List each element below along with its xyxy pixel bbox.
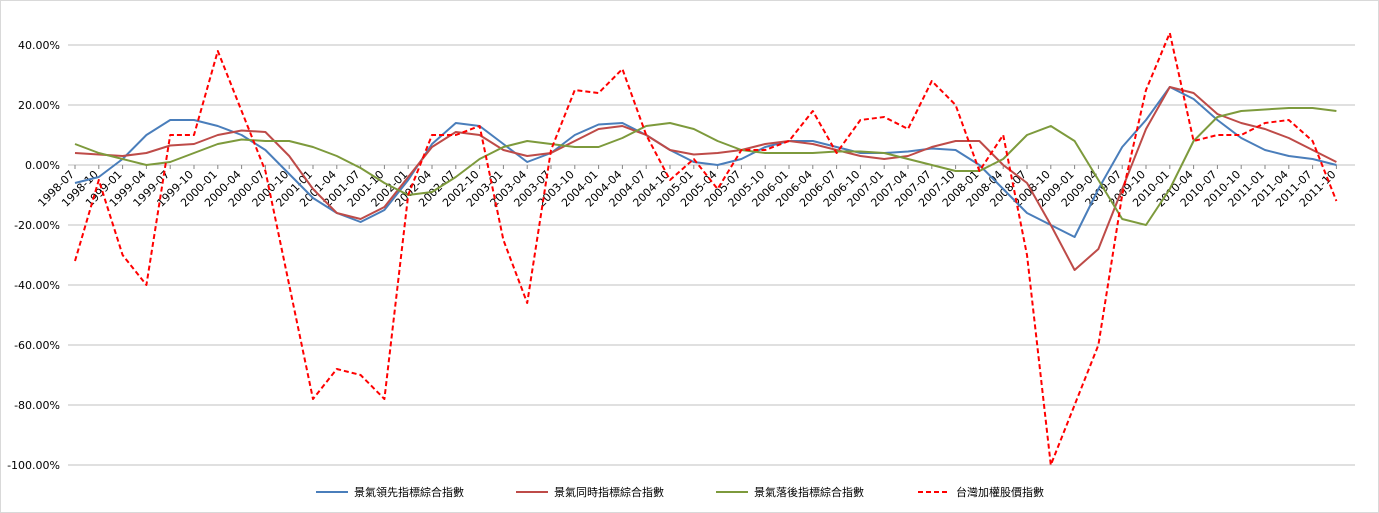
legend-label: 台灣加權股價指數 [956, 485, 1044, 499]
y-tick-label: -60.00% [14, 339, 60, 352]
y-tick-label: 40.00% [18, 39, 60, 52]
y-tick-label: 0.00% [25, 159, 60, 172]
y-tick-label: -40.00% [14, 279, 60, 292]
legend-label: 景氣領先指標綜合指數 [354, 485, 464, 499]
series-line [74, 32, 1338, 466]
series-line [74, 86, 1337, 238]
y-tick-label: -100.00% [7, 459, 60, 472]
legend-label: 景氣同時指標綜合指數 [554, 485, 664, 499]
series-line [74, 107, 1337, 226]
legend-label: 景氣落後指標綜合指數 [754, 485, 864, 499]
series-line [74, 86, 1337, 271]
y-tick-label: -20.00% [14, 219, 60, 232]
y-tick-label: -80.00% [14, 399, 60, 412]
y-tick-label: 20.00% [18, 99, 60, 112]
